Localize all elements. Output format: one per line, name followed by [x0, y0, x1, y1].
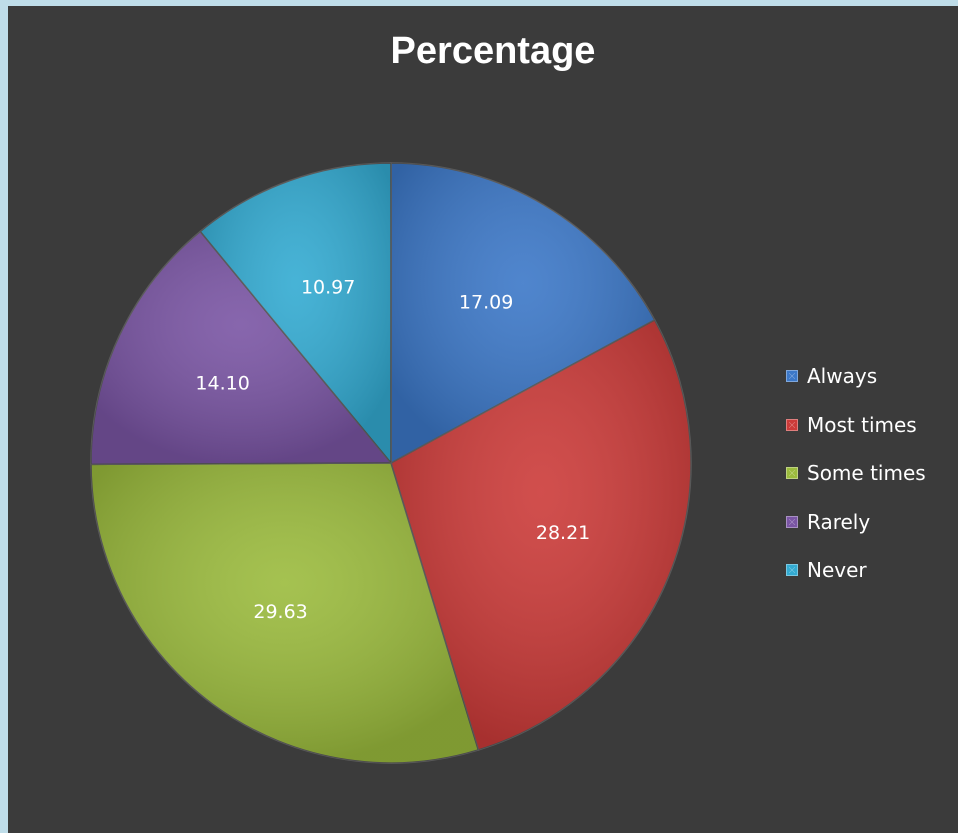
data-label-some-times: 29.63: [253, 601, 307, 623]
legend-swatch: [786, 467, 798, 480]
legend-label: Always: [807, 364, 878, 389]
legend-label: Rarely: [807, 509, 871, 534]
legend-label: Never: [807, 558, 867, 583]
legend-swatch: [786, 418, 798, 431]
legend-item-always: Always: [786, 352, 926, 401]
legend-item-most-times: Most times: [786, 401, 926, 450]
legend-label: Some times: [807, 461, 926, 486]
data-label-never: 10.97: [301, 276, 355, 298]
data-label-most-times: 28.21: [536, 522, 590, 544]
data-label-always: 17.09: [459, 292, 513, 314]
data-label-rarely: 14.10: [195, 373, 249, 395]
legend-item-never: Never: [786, 546, 926, 595]
legend-item-rarely: Rarely: [786, 498, 926, 547]
legend-swatch: [786, 370, 798, 383]
legend-swatch: [786, 515, 798, 528]
legend-item-some-times: Some times: [786, 449, 926, 498]
chart-title: Percentage: [390, 30, 596, 72]
legend-swatch: [786, 564, 798, 577]
legend: Always Most times Some times Rarely Never: [786, 352, 926, 595]
legend-label: Most times: [807, 412, 917, 437]
